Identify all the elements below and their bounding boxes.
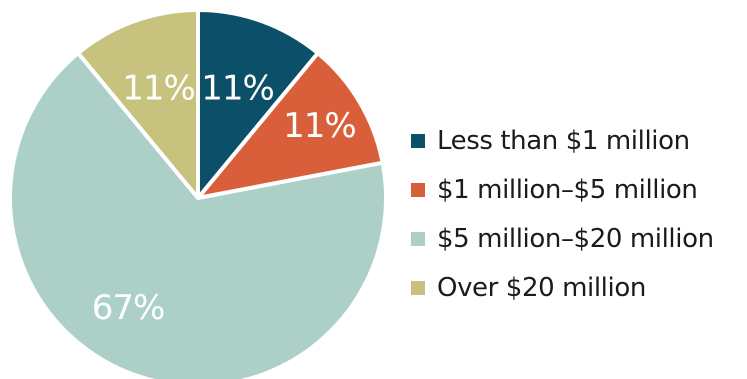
legend-item-5-to-20-million: $5 million–$20 million (411, 214, 714, 263)
pie-slice-over-20-million (76, 8, 200, 200)
pie-slice-label: 67% (92, 288, 165, 328)
pie-slice-5-million-20-million (8, 51, 388, 379)
legend-label: $5 million–$20 million (437, 223, 714, 254)
legend-swatch (411, 133, 425, 148)
legend-item-over-20-million: Over $20 million (411, 263, 714, 312)
pie-slices (8, 8, 388, 379)
pie-slice-less-than-1-million (196, 8, 320, 200)
legend-item-less-than-1-million: Less than $1 million (411, 116, 714, 165)
chart-legend: Less than $1 million $1 million–$5 milli… (411, 116, 714, 312)
pie-slice-label: 11% (283, 106, 356, 146)
legend-item-1-to-5-million: $1 million–$5 million (411, 165, 714, 214)
legend-swatch (411, 182, 425, 197)
legend-swatch (411, 280, 425, 295)
pie-plot: 11%11%67%11% (8, 8, 388, 379)
pie-slice-labels: 11%11%67%11% (92, 68, 357, 328)
pie-slice-label: 11% (201, 68, 274, 108)
legend-label: $1 million–$5 million (437, 174, 698, 205)
pie-slice-label: 11% (122, 68, 195, 108)
legend-label: Less than $1 million (437, 125, 690, 156)
legend-swatch (411, 231, 425, 246)
pie-slice-1-million-5-million (196, 51, 385, 200)
legend-label: Over $20 million (437, 272, 646, 303)
